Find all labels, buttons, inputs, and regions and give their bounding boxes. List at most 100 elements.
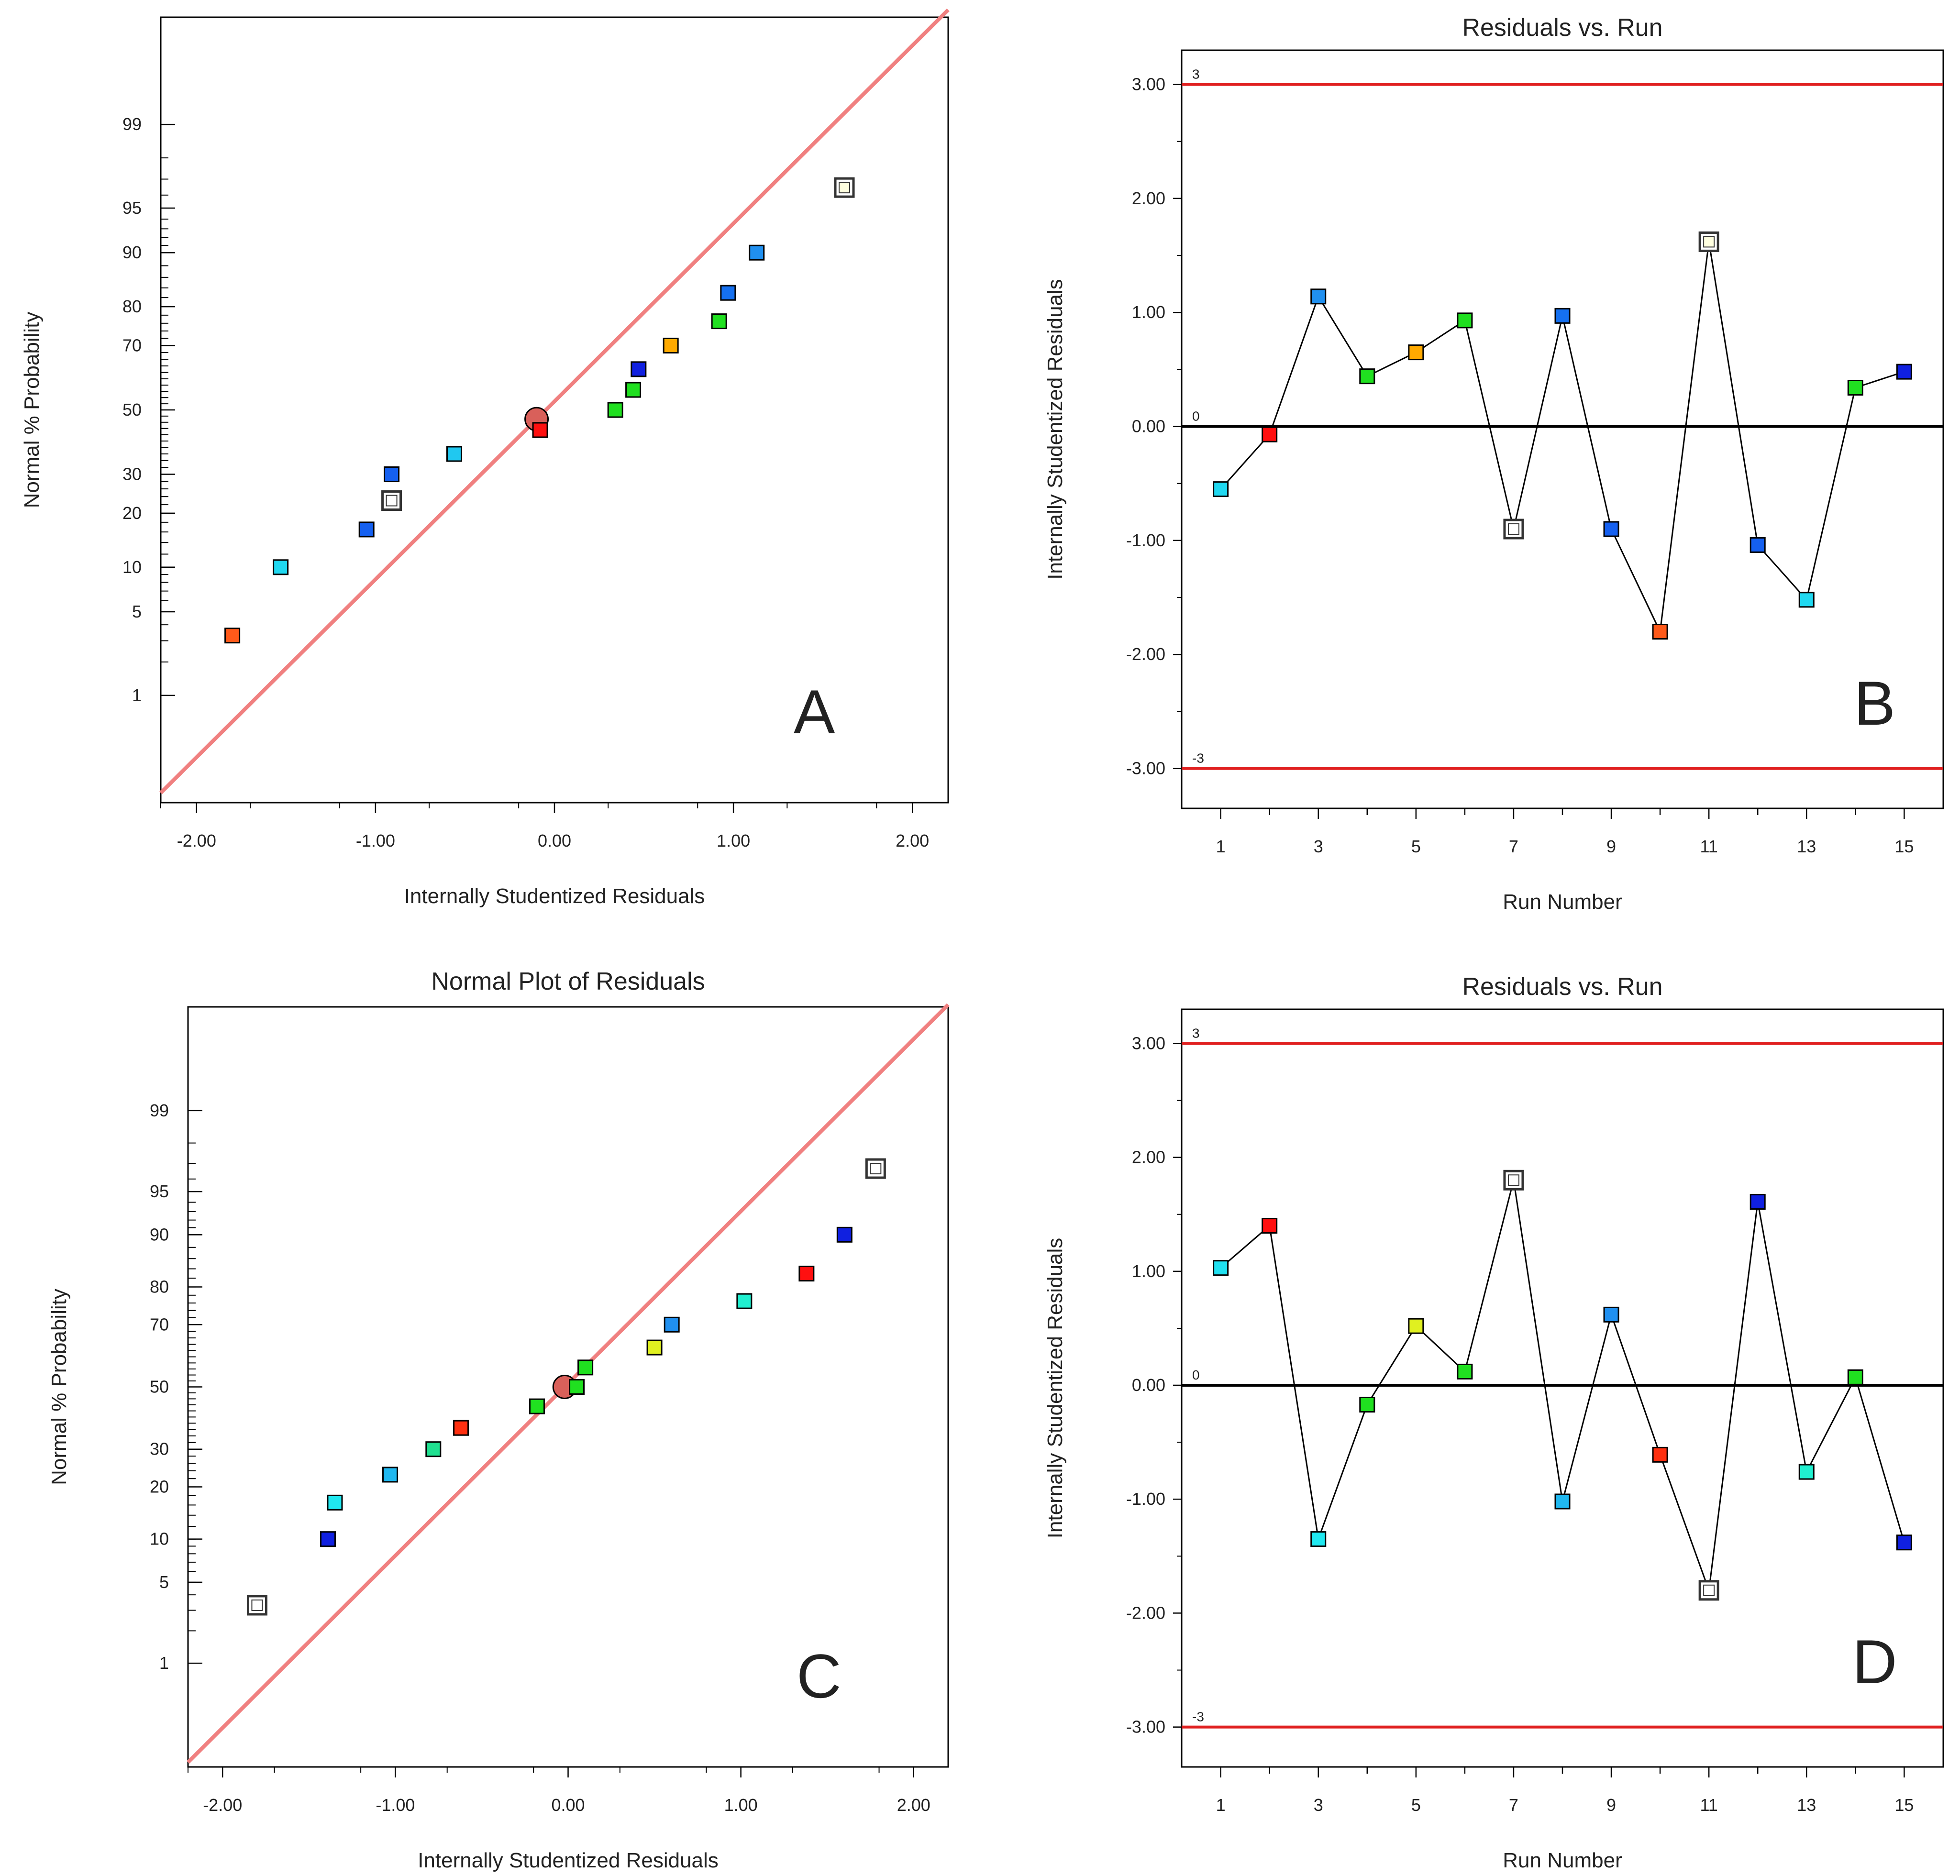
zero-label: 0 [1192, 1368, 1200, 1382]
data-point [607, 402, 623, 418]
plot-title: Residuals vs. Run [1462, 14, 1662, 42]
panel-d-residuals-vs-run: Residuals vs. Run -3.00 -2.00 -1.00 0.00 1.00… [1043, 973, 1944, 1872]
x-tick-label: -2.00 [177, 831, 216, 850]
data-point [836, 1226, 853, 1243]
y-tick-label: 70 [122, 335, 142, 355]
data-point [1457, 1363, 1473, 1379]
x-tick-label: 3 [1314, 1795, 1323, 1815]
y-tick-label: 70 [150, 1314, 169, 1334]
y-tick-label: 3.00 [1132, 75, 1165, 94]
data-point [1310, 1531, 1327, 1547]
data-point [1750, 1194, 1766, 1210]
data-point [1554, 1493, 1571, 1510]
y-axis-title: Internally Studentized Residuals [1043, 279, 1067, 580]
x-tick-label: 0.00 [538, 831, 571, 850]
data-point [736, 1293, 753, 1309]
data-point-inner [839, 182, 851, 194]
data-point [446, 446, 463, 462]
y-tick-label: -1.00 [1126, 1489, 1165, 1509]
zero-label: 0 [1192, 409, 1200, 424]
data-point [1213, 1260, 1229, 1276]
data-point-inner [1507, 523, 1519, 535]
data-point [1603, 521, 1619, 537]
y-tick-label: 1.00 [1132, 302, 1165, 322]
y-axis-title: Internally Studentized Residuals [1043, 1238, 1067, 1539]
fit-line [159, 8, 950, 795]
data-point-inner [1703, 236, 1715, 248]
x-tick-label: 7 [1509, 1795, 1518, 1815]
data-point [664, 1316, 680, 1333]
y-tick-label: 3.00 [1132, 1033, 1165, 1053]
x-tick-label: -2.00 [203, 1795, 242, 1815]
data-point [382, 1467, 399, 1483]
limit-label: 3 [1192, 1026, 1200, 1040]
data-point [1310, 288, 1327, 305]
data-point [532, 422, 548, 438]
x-tick-label: 2.00 [897, 1795, 930, 1815]
panel-c-normal-plot: Normal Plot of Residuals 1 5 10 20 30 50 70 80 90… [47, 968, 950, 1872]
data-point [1359, 368, 1375, 385]
y-tick-label: 99 [150, 1101, 169, 1120]
data-point [663, 337, 679, 353]
x-axis-title: Run Number [1503, 1849, 1622, 1872]
data-point [711, 313, 727, 330]
y-tick-label: 5 [132, 602, 142, 621]
y-tick-label: 99 [122, 114, 142, 134]
x-axis-title: Internally Studentized Residuals [418, 1849, 719, 1872]
data-point-inner [1507, 1174, 1519, 1186]
data-point [1798, 1464, 1815, 1480]
data-point [327, 1494, 343, 1511]
data-point [1213, 481, 1229, 497]
data-point-inner [251, 1599, 263, 1611]
x-tick-label: 15 [1894, 1795, 1914, 1815]
x-tick-label: 3 [1314, 837, 1323, 856]
data-point [1408, 1318, 1424, 1334]
data-point-hollow [1503, 1170, 1524, 1191]
x-tick-label: 13 [1797, 837, 1816, 856]
data-point [1408, 344, 1424, 361]
plot-title: Residuals vs. Run [1462, 973, 1662, 1001]
data-point [1262, 426, 1278, 442]
data-point [1603, 1306, 1619, 1323]
x-tick-label: 1 [1216, 1795, 1226, 1815]
data-point-inner [386, 495, 398, 507]
data-point [425, 1441, 442, 1457]
data-point [1896, 1534, 1912, 1551]
y-tick-label: 90 [150, 1225, 169, 1244]
y-tick-label: 20 [122, 503, 142, 523]
y-tick-label: 1.00 [1132, 1261, 1165, 1281]
x-tick-label: -1.00 [376, 1795, 415, 1815]
limit-label: -3 [1192, 1710, 1204, 1724]
data-point [1359, 1397, 1375, 1413]
y-tick-label: 20 [150, 1477, 169, 1496]
y-tick-label: 90 [122, 243, 142, 262]
y-tick-label: -2.00 [1126, 1603, 1165, 1622]
data-point [1896, 364, 1912, 380]
data-point [625, 382, 642, 398]
y-tick-label: -3.00 [1126, 759, 1165, 778]
panel-letter: C [797, 1641, 842, 1711]
y-axis-title: Normal % Probability [47, 1289, 71, 1485]
y-tick-label: 2.00 [1132, 188, 1165, 208]
data-point [1798, 592, 1815, 608]
data-point [577, 1359, 594, 1376]
y-tick-label: 50 [150, 1377, 169, 1397]
x-tick-label: 1.00 [717, 831, 750, 850]
x-tick-label: 5 [1411, 837, 1421, 856]
data-point [749, 244, 765, 261]
panel-b-residuals-vs-run: Residuals vs. Run -3.00 -2.00 -1.00 0.00 1.00… [1043, 14, 1944, 914]
x-tick-label: 5 [1411, 1795, 1421, 1815]
panel-letter: A [794, 677, 835, 747]
y-tick-label: 1 [159, 1653, 169, 1673]
y-tick-label: 50 [122, 400, 142, 419]
data-point [384, 466, 400, 483]
x-tick-label: 0.00 [551, 1795, 585, 1815]
x-tick-label: 15 [1894, 837, 1914, 856]
panel-letter: D [1852, 1627, 1897, 1697]
data-point [1262, 1218, 1278, 1234]
data-point [646, 1339, 663, 1356]
x-tick-label: 9 [1606, 837, 1616, 856]
data-point [1847, 380, 1863, 396]
data-point [720, 285, 736, 301]
